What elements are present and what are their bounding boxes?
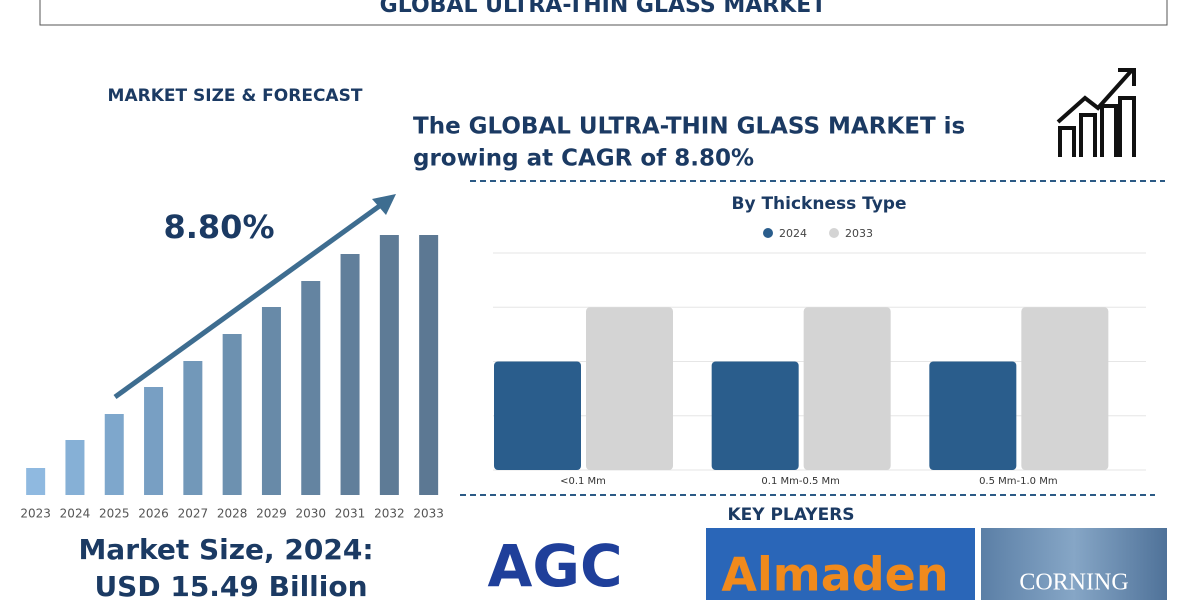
- x-tick-label: 2028: [217, 507, 248, 521]
- x-tick-label: 2029: [256, 507, 287, 521]
- bar: [711, 361, 799, 470]
- x-tick-label: 2027: [178, 507, 209, 521]
- bar: [494, 361, 581, 470]
- cagr: 8.80%: [163, 208, 274, 246]
- bar: [144, 387, 164, 495]
- logo-almaden: Almaden: [721, 548, 948, 600]
- x-tick-label: 2024: [60, 507, 91, 521]
- logo-box: [706, 528, 975, 600]
- bar: [104, 414, 124, 495]
- bar: [183, 361, 203, 495]
- chart-title: By Thickness Type: [731, 194, 906, 214]
- bar: [419, 235, 439, 495]
- x-tick-label: 2026: [138, 507, 169, 521]
- trend-arrow: [113, 194, 396, 400]
- x-tick-label: <0.1 Mm: [560, 476, 606, 487]
- bar: [1021, 307, 1109, 470]
- x-tick-label: 2031: [335, 507, 366, 521]
- legend-label: 2033: [845, 227, 873, 240]
- x-tick-label: 2033: [413, 507, 444, 521]
- bar: [379, 235, 399, 495]
- legend-label: 2024: [779, 227, 807, 240]
- page-title: GLOBAL ULTRA-THIN GLASS MARKET: [380, 0, 827, 18]
- x-tick-label: 2023: [20, 507, 51, 521]
- legend-swatch: [763, 228, 773, 238]
- x-tick-label: 2025: [99, 507, 130, 521]
- title-box: [39, 0, 1168, 26]
- bar: [803, 307, 891, 470]
- bar: [26, 468, 46, 495]
- bar: [301, 281, 321, 495]
- x-tick-label: 2030: [295, 507, 326, 521]
- bar: [929, 361, 1017, 470]
- logo-agc: AGC: [487, 532, 622, 600]
- x-tick-label: 2032: [374, 507, 405, 521]
- bar: [222, 334, 242, 495]
- key-players-title: KEY PLAYERS: [727, 505, 854, 525]
- bar: [586, 307, 673, 470]
- headline: The GLOBAL ULTRA-THIN GLASS MARKET is: [413, 114, 965, 140]
- x-tick-label: 0.1 Mm-0.5 Mm: [761, 476, 840, 487]
- section-title: MARKET SIZE & FORECAST: [108, 86, 363, 106]
- bar: [261, 307, 281, 495]
- logo-corning: CORNING: [1019, 570, 1128, 596]
- growth-icon: [1056, 68, 1136, 157]
- bar: [65, 440, 85, 495]
- headline: growing at CAGR of 8.80%: [413, 146, 754, 172]
- legend-swatch: [829, 228, 839, 238]
- market-size: Market Size, 2024:: [78, 533, 373, 566]
- x-tick-label: 0.5 Mm-1.0 Mm: [979, 476, 1058, 487]
- market-size: USD 15.49 Billion: [94, 570, 367, 600]
- logo-box: [981, 528, 1167, 600]
- bar: [340, 254, 360, 495]
